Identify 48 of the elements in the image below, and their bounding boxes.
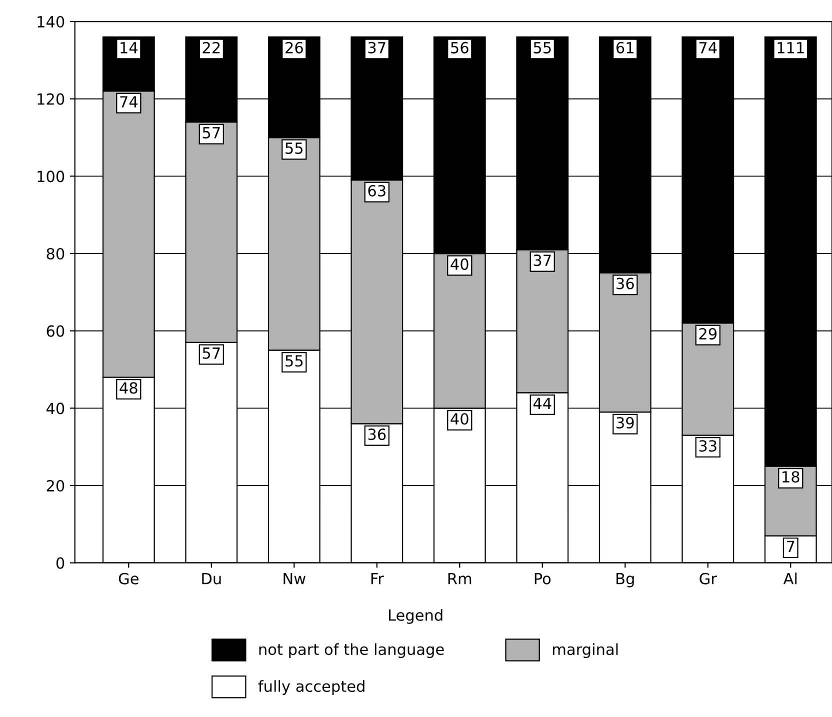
legend-label: marginal [552, 643, 618, 658]
x-tick-label: Po [534, 573, 551, 584]
y-tick-label: 140 [38, 16, 64, 28]
y-tick-label: 0 [56, 557, 64, 569]
data-label: 26 [286, 42, 303, 54]
data-label: 61 [616, 42, 634, 54]
data-label: 18 [782, 471, 800, 483]
y-tick-label: 40 [46, 402, 64, 414]
y-tick-label: 60 [46, 325, 64, 337]
data-label: 36 [368, 428, 386, 440]
legend-label: not part of the language [259, 643, 444, 658]
data-label: 40 [450, 413, 468, 425]
data-label: 40 [450, 258, 468, 270]
x-tick-label: Nw [284, 573, 306, 584]
data-label: 22 [202, 42, 220, 54]
data-label: 7 [787, 540, 794, 552]
data-label: 74 [120, 96, 138, 108]
data-label: 48 [120, 382, 138, 394]
x-tick-label: Ge [118, 572, 138, 584]
data-label: 39 [616, 416, 634, 429]
data-label: 36 [616, 278, 634, 290]
x-tick-label: Bg [616, 573, 634, 588]
x-tick-label: Rm [448, 573, 472, 584]
data-label: 33 [699, 440, 716, 452]
y-tick-label: 20 [46, 480, 64, 492]
legend-label: fully accepted [258, 680, 364, 695]
data-label: 55 [286, 142, 303, 154]
data-label: 57 [202, 127, 220, 139]
y-tick-label: 100 [38, 170, 64, 182]
data-label: 57 [202, 348, 220, 359]
x-tick-label: Du [202, 573, 221, 584]
data-label: 14 [120, 42, 138, 54]
legend-title: Legend [389, 609, 442, 624]
x-tick-label: Al [783, 572, 797, 584]
data-label: 111 [778, 42, 804, 54]
data-label: 63 [368, 184, 386, 197]
data-label: 74 [699, 42, 717, 54]
data-label: 55 [534, 42, 551, 54]
data-label: 37 [368, 42, 386, 54]
data-label: 44 [533, 398, 552, 409]
data-label: 37 [534, 254, 551, 266]
data-label: 56 [451, 42, 468, 54]
data-label: 29 [699, 328, 717, 340]
y-tick-label: 120 [38, 93, 64, 105]
y-tick-label: 80 [46, 248, 64, 260]
x-tick-label: Fr [371, 573, 384, 584]
data-label: 55 [286, 355, 303, 367]
x-tick-label: Gr [700, 572, 717, 584]
